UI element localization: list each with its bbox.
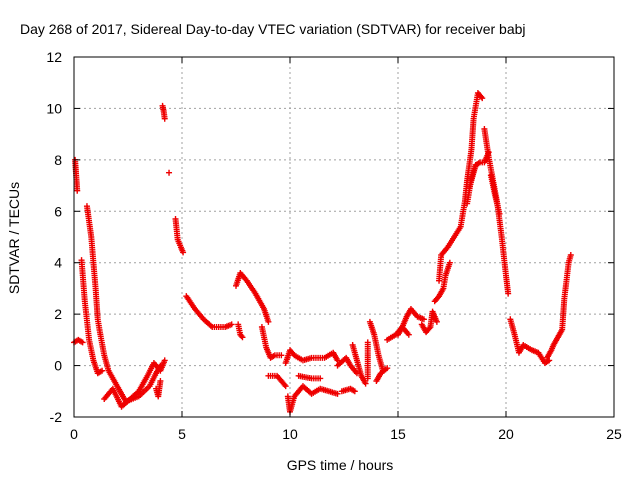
data-point	[362, 380, 369, 387]
data-point	[317, 375, 324, 382]
data-point	[446, 259, 453, 266]
data-point	[433, 318, 440, 325]
data-point	[364, 339, 371, 346]
y-tick-label: -2	[50, 409, 63, 425]
x-tick-label: 0	[70, 426, 78, 442]
data-point	[74, 187, 81, 194]
data-point	[505, 290, 512, 297]
x-tick-label: 25	[606, 426, 622, 442]
data-point	[479, 95, 486, 102]
data-point	[239, 334, 246, 341]
data-point	[426, 325, 433, 332]
y-tick-label: 10	[46, 100, 62, 116]
x-tick-label: 5	[178, 426, 186, 442]
y-tick-label: 8	[54, 152, 62, 168]
x-tick-label: 10	[282, 426, 298, 442]
plot-frame	[73, 56, 615, 418]
data-point	[384, 365, 391, 372]
data-point	[79, 339, 86, 346]
data-point	[334, 390, 341, 397]
y-tick-label: 2	[54, 306, 62, 322]
y-tick-label: 0	[54, 358, 62, 374]
data-point	[351, 388, 358, 395]
y-axis-title: SDTVAR / TECUs	[6, 182, 22, 294]
data-point	[161, 357, 168, 364]
data-point	[420, 316, 427, 323]
y-tick-label: 12	[46, 49, 62, 65]
y-tick-label: 4	[54, 255, 62, 271]
data-point	[161, 115, 168, 122]
x-axis-title: GPS time / hours	[287, 457, 394, 473]
data-point	[180, 249, 187, 256]
x-tick-label: 15	[390, 426, 406, 442]
x-tick-label: 20	[498, 426, 514, 442]
data-point	[157, 378, 164, 384]
axis-ticks	[73, 56, 615, 418]
data-point	[472, 162, 479, 168]
data-point	[99, 367, 106, 374]
data-point	[228, 321, 235, 328]
data-point	[278, 352, 285, 359]
tick-labels: 0 5 10 15 20 25 -2 0 2 4 6 8 10 12	[46, 49, 622, 442]
data-point	[166, 169, 173, 176]
data-point	[478, 93, 485, 100]
y-tick-label: 6	[54, 203, 62, 219]
data-point	[282, 383, 289, 390]
data-points	[71, 90, 574, 415]
data-point	[281, 381, 288, 388]
data-point	[496, 210, 503, 217]
chart-title: Day 268 of 2017, Sidereal Day-to-day VTE…	[20, 21, 526, 37]
data-point	[265, 318, 272, 325]
data-point	[567, 252, 574, 258]
data-point	[405, 331, 412, 338]
data-point	[238, 333, 245, 339]
